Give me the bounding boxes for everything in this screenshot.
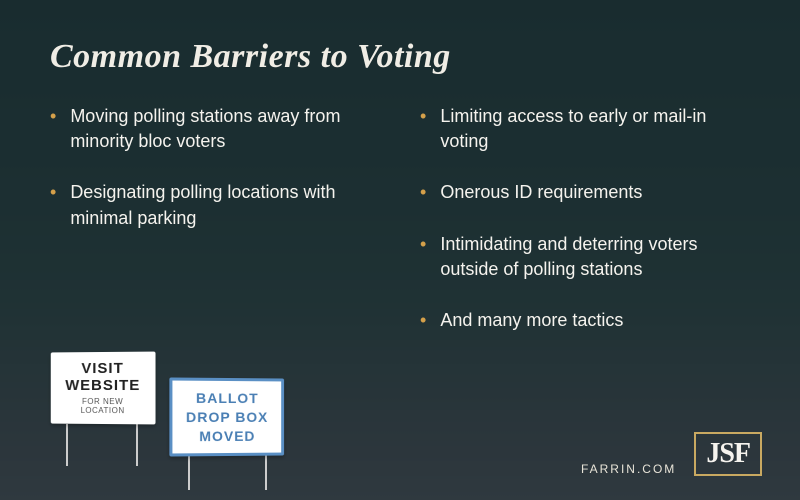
footer: FARRIN.COM JSF xyxy=(581,432,762,476)
sign-stake xyxy=(136,424,138,466)
sign-stake xyxy=(265,454,267,490)
bullet-text: Moving polling stations away from minori… xyxy=(70,104,380,154)
bullet-columns: • Moving polling stations away from mino… xyxy=(50,104,750,359)
footer-logo: JSF xyxy=(694,432,762,476)
bullet-icon: • xyxy=(420,232,426,257)
bullet-text: Limiting access to early or mail-in voti… xyxy=(440,104,750,154)
footer-url: FARRIN.COM xyxy=(581,462,676,476)
bullet-text: And many more tactics xyxy=(440,308,623,333)
bullet-icon: • xyxy=(50,180,56,205)
sign-line: BALLOT xyxy=(179,389,276,408)
list-item: • Onerous ID requirements xyxy=(420,180,750,205)
bullet-text: Designating polling locations with minim… xyxy=(70,180,380,230)
yard-sign-visit-website: VISIT WEBSITE FOR NEW LOCATION xyxy=(51,352,156,425)
bullet-icon: • xyxy=(50,104,56,129)
content-wrapper: Common Barriers to Voting • Moving polli… xyxy=(0,0,800,500)
list-item: • Limiting access to early or mail-in vo… xyxy=(420,104,750,154)
sign-line: DROP BOX xyxy=(179,408,276,427)
sign-line: FOR NEW xyxy=(57,397,150,406)
page-title: Common Barriers to Voting xyxy=(50,38,750,76)
sign-line: VISIT xyxy=(57,360,150,377)
bullet-icon: • xyxy=(420,104,426,129)
list-item: • Designating polling locations with min… xyxy=(50,180,380,230)
sign-line: MOVED xyxy=(179,427,276,446)
bullet-icon: • xyxy=(420,180,426,205)
sign-line: WEBSITE xyxy=(57,377,150,394)
right-column: • Limiting access to early or mail-in vo… xyxy=(420,104,750,359)
sign-stake xyxy=(188,454,190,490)
sign-stake xyxy=(66,424,68,466)
list-item: • Intimidating and deterring voters outs… xyxy=(420,232,750,282)
bullet-icon: • xyxy=(420,308,426,333)
left-column: • Moving polling stations away from mino… xyxy=(50,104,380,359)
sign-line: LOCATION xyxy=(57,406,150,415)
list-item: • Moving polling stations away from mino… xyxy=(50,104,380,154)
bullet-text: Intimidating and deterring voters outsid… xyxy=(440,232,750,282)
bullet-text: Onerous ID requirements xyxy=(440,180,642,205)
yard-sign-dropbox-moved: BALLOT DROP BOX MOVED xyxy=(169,377,284,456)
list-item: • And many more tactics xyxy=(420,308,750,333)
